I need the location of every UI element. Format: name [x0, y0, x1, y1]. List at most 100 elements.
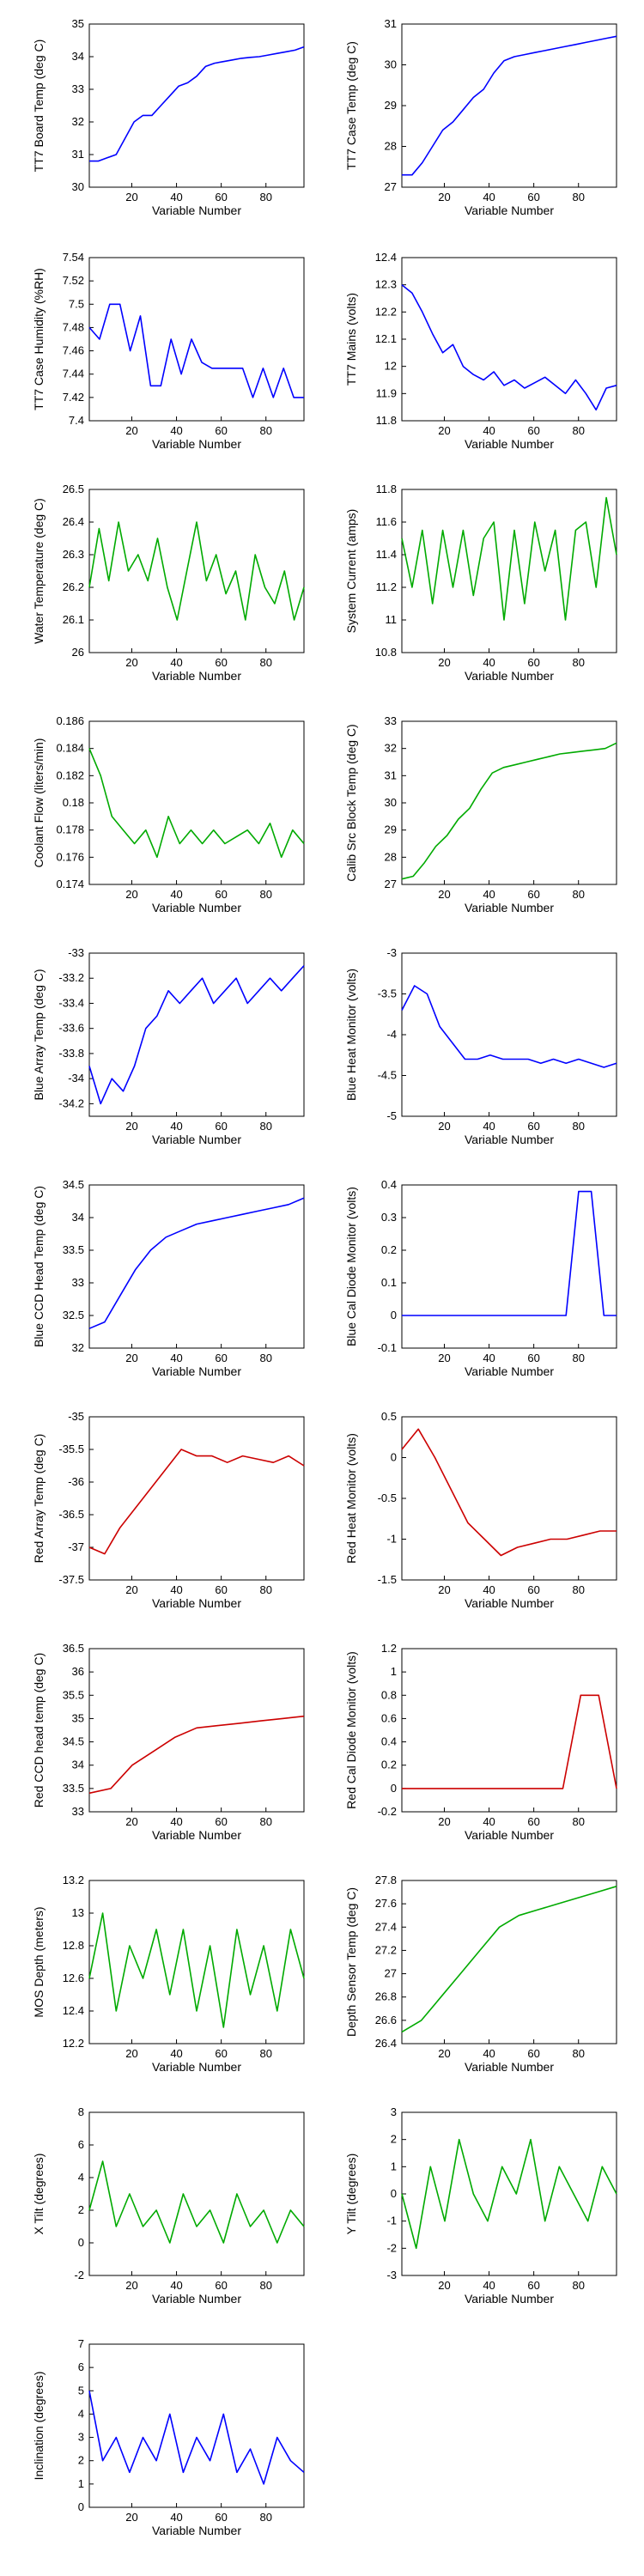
- x-tick-label: 20: [438, 1120, 450, 1133]
- x-tick-label: 40: [170, 2511, 182, 2524]
- y-tick-label: 4: [78, 2407, 84, 2420]
- y-tick-label: -37: [68, 1540, 84, 1553]
- y-tick-label: 2: [391, 2133, 397, 2146]
- chart-6: 0.174 0.176 0.178 0.18 0.182 0.184 0.186 20 40 60…: [32, 714, 305, 914]
- y-axis-label: Red CCD head temp (deg C): [32, 1653, 46, 1808]
- y-axis-label: Blue Cal Diode Monitor (volts): [344, 1187, 358, 1346]
- x-axis-label: Variable Number: [152, 901, 241, 914]
- x-tick-label: 40: [170, 1583, 182, 1596]
- y-tick-label: 31: [385, 17, 397, 30]
- x-tick-label: 80: [259, 1352, 271, 1364]
- chart-4: 26 26.1 26.2 26.3 26.4 26.5 20 40 60 80 Variable N…: [32, 483, 305, 683]
- axes-frame: [88, 1184, 305, 1349]
- axes-frame: [88, 720, 305, 885]
- x-tick-label: 20: [125, 2279, 137, 2292]
- y-tick-label: -36.5: [58, 1508, 84, 1521]
- x-axis-label: Variable Number: [465, 2292, 554, 2306]
- x-tick-label: 60: [215, 656, 227, 669]
- x-tick-label: 60: [215, 191, 227, 204]
- y-tick-label: 7.54: [63, 251, 84, 264]
- y-axis-label: Y Tilt (degrees): [344, 2154, 358, 2235]
- y-tick-label: 0.182: [56, 769, 84, 781]
- y-tick-label: 0: [391, 1782, 397, 1795]
- x-axis-label: Variable Number: [152, 437, 241, 451]
- y-tick-label: 0: [78, 2236, 84, 2249]
- axes-frame: [88, 1880, 305, 2044]
- x-axis-label: Variable Number: [152, 2060, 241, 2074]
- x-tick-label: 20: [438, 656, 450, 669]
- x-tick-label: 40: [170, 1352, 182, 1364]
- y-tick-label: 0.4: [381, 1178, 397, 1191]
- x-tick-label: 80: [259, 1583, 271, 1596]
- y-tick-label: 26.2: [63, 580, 84, 593]
- chart-10: 32 32.5 33 33.5 34 34.5 20 40 60 80 Variable Numbe…: [32, 1178, 305, 1378]
- y-axis-label: Blue CCD Head Temp (deg C): [32, 1186, 46, 1347]
- y-tick-label: 34: [72, 1211, 84, 1224]
- series-line: [88, 2391, 305, 2485]
- x-axis-label: Variable Number: [465, 901, 554, 914]
- y-axis-label: TT7 Case Temp (deg C): [344, 41, 358, 170]
- x-tick-label: 20: [438, 1815, 450, 1828]
- y-tick-label: 33: [72, 82, 84, 95]
- x-tick-label: 40: [483, 191, 495, 204]
- axes-frame: [88, 1416, 305, 1581]
- x-axis-label: Variable Number: [465, 669, 554, 683]
- y-tick-label: -1: [386, 2215, 397, 2227]
- x-tick-label: 60: [215, 1815, 227, 1828]
- y-tick-label: 7: [78, 2337, 84, 2350]
- y-tick-label: 11.8: [376, 414, 397, 427]
- y-tick-label: 36: [72, 1665, 84, 1678]
- series-line: [402, 35, 617, 176]
- x-tick-label: 60: [527, 2047, 539, 2060]
- y-tick-label: 26.4: [63, 515, 84, 528]
- y-tick-label: 33: [385, 714, 397, 727]
- x-tick-label: 60: [215, 424, 227, 437]
- y-tick-label: 29: [385, 99, 397, 112]
- y-tick-label: 0.176: [56, 850, 84, 863]
- x-tick-label: 80: [572, 2279, 584, 2292]
- y-tick-label: 2: [78, 2454, 84, 2467]
- y-tick-label: 30: [72, 180, 84, 193]
- chart-19: -3 -2 -1 0 1 2 3 20 40 60 80 Variable Number Y Tilt …: [344, 2105, 617, 2306]
- x-tick-label: 80: [259, 1120, 271, 1133]
- y-tick-label: -0.5: [378, 1492, 397, 1504]
- chart-3: 11.8 11.9 12 12.1 12.2 12.3 12.4 20 40 60 80 Variab…: [344, 251, 617, 451]
- y-tick-label: 28: [385, 140, 397, 153]
- x-axis-label: Variable Number: [465, 204, 554, 217]
- y-tick-label: 7.48: [63, 320, 84, 333]
- x-tick-label: 40: [483, 2047, 495, 2060]
- y-tick-label: -1: [386, 1533, 397, 1546]
- y-axis-label: Blue Array Temp (deg C): [32, 969, 46, 1100]
- y-tick-label: -0.2: [378, 1805, 397, 1818]
- x-tick-label: 40: [483, 1583, 495, 1596]
- y-tick-label: 0: [391, 2187, 397, 2200]
- y-tick-label: 35: [72, 17, 84, 30]
- x-axis-label: Variable Number: [465, 437, 554, 451]
- x-tick-label: 40: [483, 1120, 495, 1133]
- y-tick-label: -5: [386, 1109, 397, 1122]
- series-line: [401, 496, 617, 621]
- y-tick-label: -35.5: [58, 1443, 84, 1455]
- x-tick-label: 20: [438, 1583, 450, 1596]
- series-line: [401, 1428, 617, 1557]
- chart-1: 27 28 29 30 31 20 40 60 80 Variable Number TT7 Cas…: [344, 17, 617, 217]
- chart-16: 12.2 12.4 12.6 12.8 13 13.2 20 40 60 80 Variable N…: [32, 1874, 305, 2074]
- chart-0: 30 31 32 33 34 35 20 40 60 80 Variable Number TT7 B…: [32, 17, 305, 217]
- y-tick-label: -34: [68, 1072, 84, 1084]
- y-tick-label: 26.1: [63, 613, 84, 626]
- axes-frame: [88, 23, 305, 188]
- axes-frame: [88, 2343, 305, 2508]
- y-tick-label: 12.2: [375, 305, 397, 318]
- y-tick-label: -34.2: [58, 1097, 84, 1109]
- chart-9: -5 -4.5 -4 -3.5 -3 20 40 60 80 Variable Number Blu…: [344, 946, 617, 1146]
- y-tick-label: 12.6: [63, 1971, 84, 1984]
- x-tick-label: 40: [170, 2279, 182, 2292]
- y-tick-label: 0.8: [381, 1688, 397, 1701]
- axes-frame: [401, 23, 617, 188]
- y-tick-label: 27: [385, 1967, 397, 1980]
- x-tick-label: 20: [125, 656, 137, 669]
- x-axis-label: Variable Number: [152, 2524, 241, 2537]
- y-axis-label: Water Temperature (deg C): [32, 498, 46, 644]
- y-tick-label: 6: [78, 2138, 84, 2151]
